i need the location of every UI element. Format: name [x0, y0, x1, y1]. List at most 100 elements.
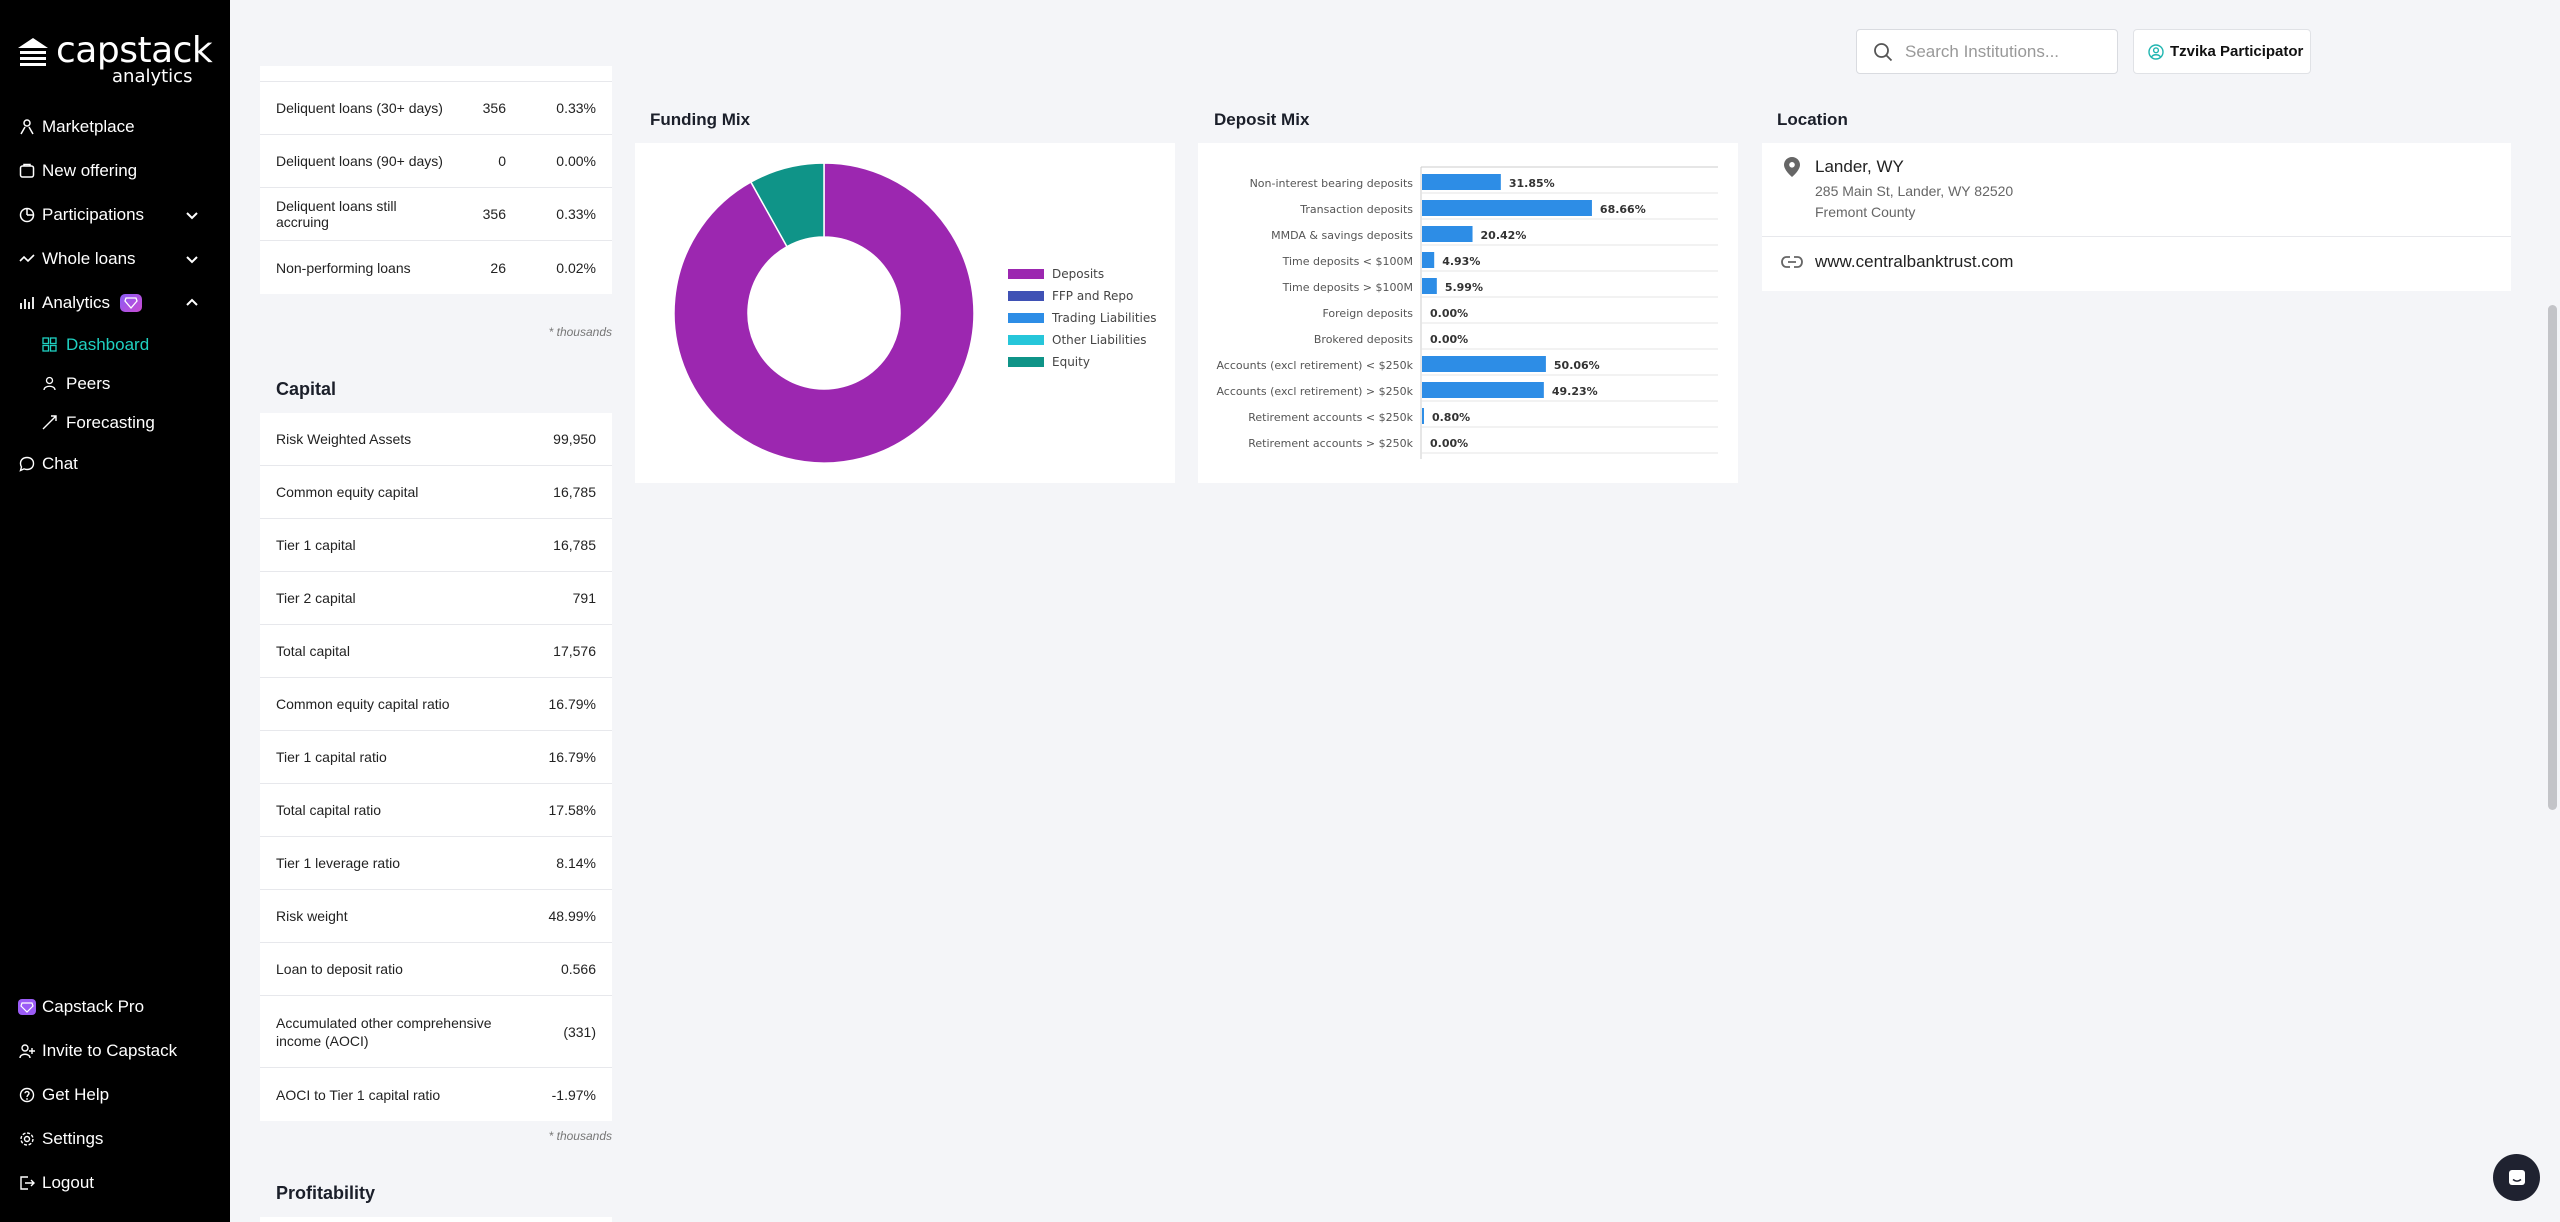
nav-dashboard[interactable]: Dashboard [0, 325, 230, 364]
metric-label: Common equity capital ratio [276, 696, 450, 712]
data-label: 0.80% [1432, 411, 1470, 424]
nav-participations[interactable]: Participations [0, 193, 230, 237]
bar[interactable] [1422, 226, 1473, 242]
bar[interactable] [1422, 408, 1424, 424]
pie-slice[interactable] [749, 162, 825, 248]
main-nav: Marketplace New offering Participations … [0, 105, 230, 486]
website-row[interactable]: www.centralbanktrust.com [1762, 237, 2511, 291]
category-label: Time deposits < $100M [1282, 255, 1413, 268]
data-label: 4.93% [1442, 255, 1480, 268]
nav-analytics-label: Analytics [42, 293, 111, 312]
bar[interactable] [1422, 382, 1544, 398]
bar[interactable] [1422, 278, 1437, 294]
category-label: Non-interest bearing deposits [1250, 177, 1414, 190]
table-row: Deliquent loans (90+ days) 0 0.00% [260, 135, 612, 188]
nav-marketplace[interactable]: Marketplace [0, 105, 230, 149]
nav-logout[interactable]: Logout [0, 1161, 230, 1205]
capital-title: Capital [276, 379, 337, 399]
data-label: 0.00% [1430, 437, 1468, 450]
category-label: Time deposits > $100M [1282, 281, 1413, 294]
metric-value: 8.14% [556, 855, 596, 871]
thousands-footnote: * thousands [548, 325, 612, 339]
table-row: Deliquent loans (30+ days) 356 0.33% [260, 82, 612, 135]
metric-label: Common equity capital [276, 484, 419, 500]
bar[interactable] [1422, 174, 1501, 190]
nav-analytics[interactable]: Analytics [0, 281, 230, 325]
chevron-up-icon[interactable] [184, 295, 200, 311]
capstack-logo[interactable]: capstack analytics [16, 30, 213, 87]
location-card: Lander, WY 285 Main St, Lander, WY 82520… [1762, 143, 2511, 291]
profitability-table [260, 1217, 612, 1222]
nav-new-offering-label: New offering [42, 161, 138, 180]
category-label: Retirement accounts > $250k [1248, 437, 1413, 450]
metric-value: 17,576 [553, 643, 596, 659]
metric-label: Risk weight [276, 908, 348, 924]
table-row: AOCI to Tier 1 capital ratio -1.97% [260, 1068, 612, 1121]
metric-label: Loan to deposit ratio [276, 961, 403, 977]
nav-settings[interactable]: Settings [0, 1117, 230, 1161]
nav-get-help[interactable]: Get Help [0, 1073, 230, 1117]
bar[interactable] [1422, 356, 1546, 372]
category-label: Brokered deposits [1314, 333, 1413, 346]
metric-value: 17.58% [548, 802, 596, 818]
location-county: Fremont County [1815, 204, 1916, 220]
scrollbar[interactable] [2548, 305, 2557, 810]
deposit-mix-title: Deposit Mix [1214, 110, 1310, 129]
category-label: Retirement accounts < $250k [1248, 411, 1413, 424]
metric-label: Deliquent loans (30+ days) [276, 100, 443, 116]
data-label: 0.00% [1430, 333, 1468, 346]
metric-percent: 0.33% [556, 206, 596, 222]
logout-icon [18, 1174, 36, 1192]
nav-whole-loans[interactable]: Whole loans [0, 237, 230, 281]
table-row: Common equity capital 16,785 [260, 466, 612, 519]
nav-peers[interactable]: Peers [0, 364, 230, 403]
analytics-icon [18, 294, 36, 312]
table-row: Deliquent loans still accruing 356 0.33% [260, 188, 612, 241]
data-label: 20.42% [1481, 229, 1527, 242]
legend-label: Deposits [1052, 267, 1104, 281]
metric-label: Total capital ratio [276, 802, 382, 818]
nav-peers-label: Peers [66, 373, 111, 393]
legend-label: Equity [1052, 355, 1090, 369]
chevron-down-icon[interactable] [184, 207, 200, 223]
nav-chat[interactable]: Chat [0, 442, 230, 486]
chevron-down-icon[interactable] [184, 251, 200, 267]
chat-launcher-button[interactable] [2493, 1154, 2540, 1201]
pie-slice[interactable] [673, 162, 975, 464]
bar[interactable] [1422, 200, 1592, 216]
category-label: Accounts (excl retirement) < $250k [1216, 359, 1413, 372]
bar[interactable] [1422, 252, 1435, 268]
category-label: Foreign deposits [1322, 307, 1413, 320]
search-box[interactable] [1856, 29, 2118, 74]
nav-settings-label: Settings [42, 1129, 104, 1148]
link-icon [1781, 256, 1803, 268]
metric-percent: 0.02% [556, 52, 596, 69]
website-link[interactable]: www.centralbanktrust.com [1815, 252, 2014, 271]
table-row: Tier 1 capital ratio 16.79% [260, 731, 612, 784]
nav-capstack-pro-label: Capstack Pro [42, 997, 145, 1016]
metric-label: Accumulated other comprehensive income (… [276, 1014, 492, 1049]
metric-value: (331) [563, 1023, 596, 1040]
data-label: 31.85% [1509, 177, 1555, 190]
user-menu-button[interactable]: Tzvika Participator [2133, 29, 2311, 74]
asset-quality-table: Non-accrual loans 26 0.02% Deliquent loa… [260, 66, 612, 294]
search-input[interactable] [1905, 40, 2105, 64]
thousands-footnote: * thousands [548, 1129, 612, 1143]
deposit-mix-card: Non-interest bearing deposits 31.85% Trans… [1198, 143, 1738, 483]
marketplace-icon [18, 118, 36, 136]
legend-label: Trading Liabilities [1051, 311, 1157, 325]
metric-label: Tier 1 capital ratio [276, 749, 387, 765]
table-row: Total capital ratio 17.58% [260, 784, 612, 837]
nav-new-offering[interactable]: New offering [0, 149, 230, 193]
nav-forecasting-label: Forecasting [66, 412, 155, 432]
new-offering-icon [18, 162, 36, 180]
table-row: Tier 1 capital 16,785 [260, 519, 612, 572]
table-row: Common equity capital ratio 16.79% [260, 678, 612, 731]
table-row: Total capital 17,576 [260, 625, 612, 678]
nav-capstack-pro[interactable]: Capstack Pro [0, 985, 230, 1029]
data-label: 68.66% [1600, 203, 1646, 216]
nav-get-help-label: Get Help [42, 1085, 110, 1104]
legend-swatch [1008, 335, 1044, 345]
nav-forecasting[interactable]: Forecasting [0, 403, 230, 442]
nav-invite[interactable]: Invite to Capstack [0, 1029, 230, 1073]
